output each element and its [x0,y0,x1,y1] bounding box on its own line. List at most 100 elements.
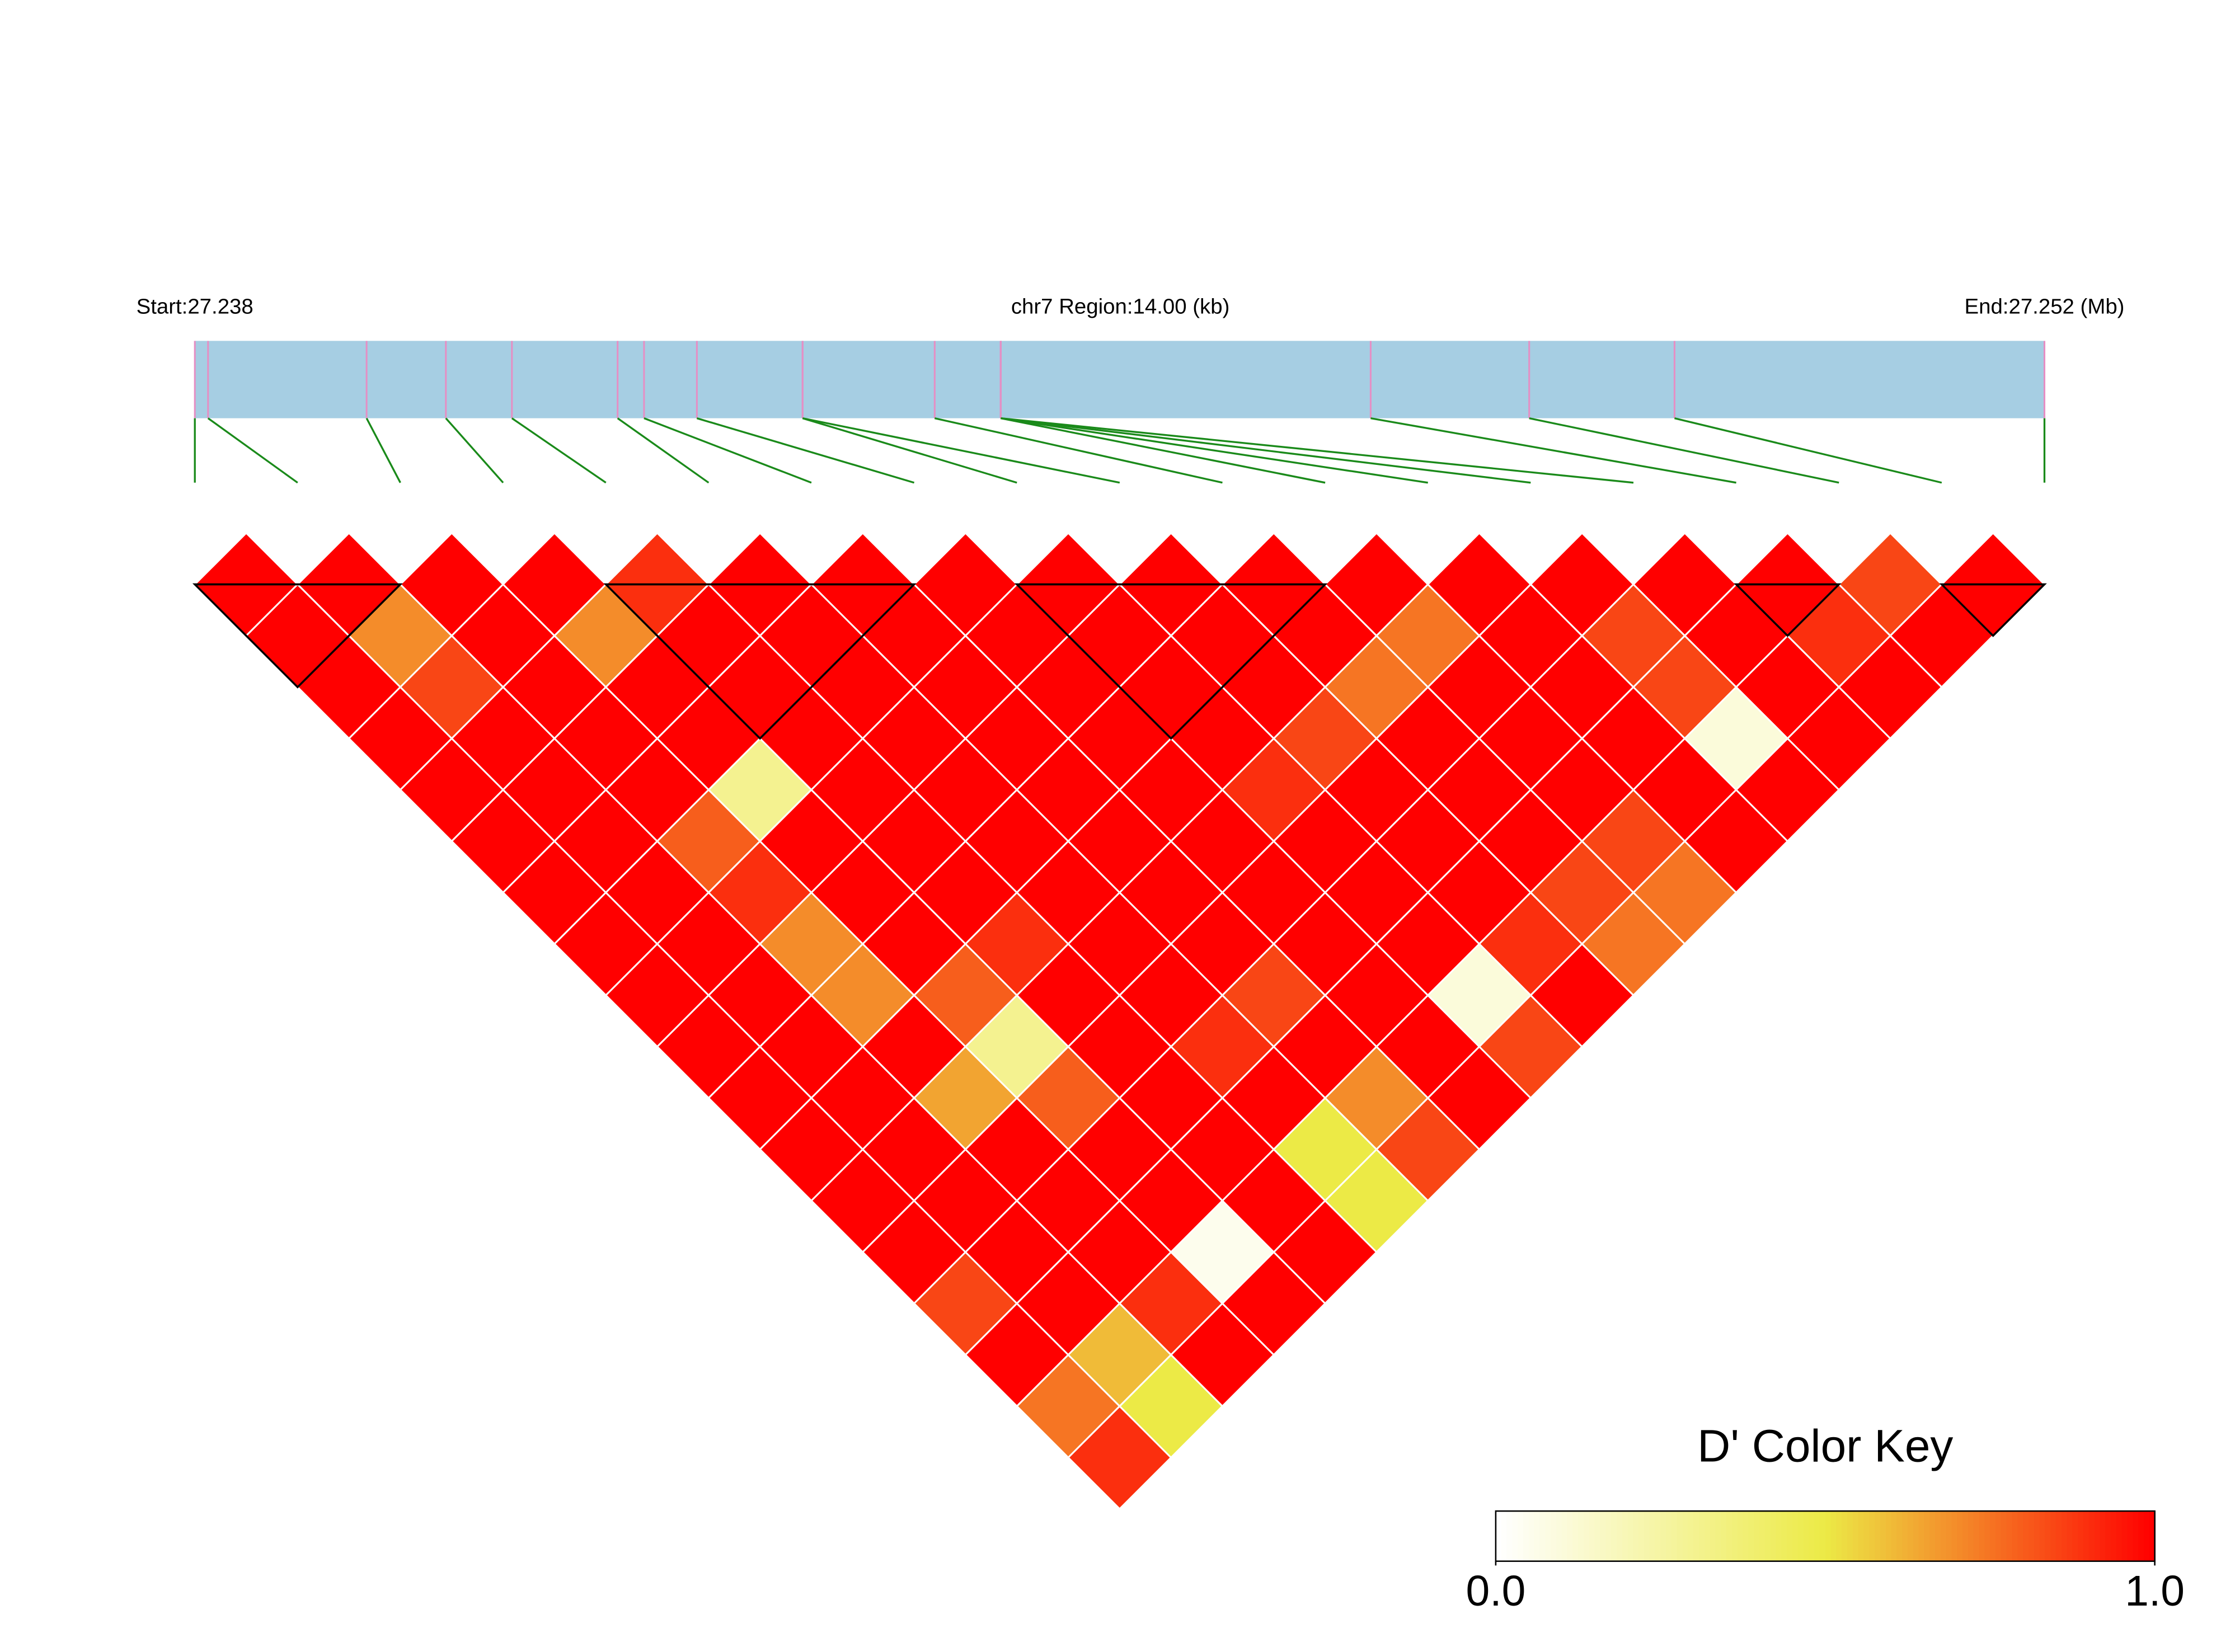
key-swatch [1556,1511,1562,1561]
key-swatch [2138,1511,2145,1561]
key-swatch [1759,1511,1766,1561]
key-swatch [1710,1511,1716,1561]
key-swatch [1995,1511,2002,1561]
key-swatch [1814,1511,1821,1561]
key-swatch [1913,1511,1919,1561]
key-swatch [1819,1511,1826,1561]
key-swatch [2045,1511,2051,1561]
key-swatch [2111,1511,2117,1561]
key-swatch [1754,1511,1760,1561]
key-tick-label: 1.0 [2125,1567,2185,1615]
key-swatch [1622,1511,1628,1561]
key-swatch [1518,1511,1524,1561]
key-swatch [2116,1511,2123,1561]
key-swatch [1512,1511,1519,1561]
key-swatch [1918,1511,1925,1561]
key-swatch [1644,1511,1650,1561]
ld-block [603,583,917,740]
snp-connector [934,417,1223,484]
key-swatch [1990,1511,1997,1561]
key-swatch [1611,1511,1618,1561]
snp-connector [802,417,1120,484]
key-swatch [1940,1511,1947,1561]
snp-connector [365,417,401,483]
region-bar [195,341,2045,418]
key-swatch [1935,1511,1942,1561]
key-swatch [1589,1511,1595,1561]
key-swatch [2088,1511,2095,1561]
key-tick-label: 0.0 [1466,1567,1526,1615]
ld-block [1939,583,2047,637]
snp-connector [1001,417,1428,484]
key-swatch [1946,1511,1952,1561]
key-swatch [1951,1511,1958,1561]
key-swatch [1506,1511,1513,1561]
key-swatch [1501,1511,1508,1561]
key-swatch [1594,1511,1601,1561]
key-swatch [2001,1511,2007,1561]
key-swatch [1737,1511,1744,1561]
key-swatch [1830,1511,1837,1561]
snp-connector [644,417,812,484]
key-swatch [1616,1511,1623,1561]
key-swatch [1957,1511,1964,1561]
key-swatch [1852,1511,1859,1561]
key-swatch [2061,1511,2068,1561]
key-swatch [1671,1511,1678,1561]
key-swatch [1572,1511,1579,1561]
key-swatch [1797,1511,1804,1561]
key-swatch [1726,1511,1733,1561]
key-swatch [1551,1511,1557,1561]
key-swatch [1968,1511,1975,1561]
key-swatch [1715,1511,1722,1561]
key-swatch [1875,1511,1881,1561]
key-swatch [1743,1511,1749,1561]
key-swatch [2039,1511,2046,1561]
key-swatch [2133,1511,2139,1561]
snp-connector [802,417,1017,484]
key-swatch [2100,1511,2106,1561]
key-swatch [1704,1511,1711,1561]
key-swatch [2050,1511,2057,1561]
key-swatch [1534,1511,1541,1561]
key-swatch [2105,1511,2112,1561]
ld-block [1014,583,1328,740]
key-frame [1495,1510,2156,1562]
key-swatch [1803,1511,1810,1561]
key-swatch [1825,1511,1832,1561]
key-swatch [2072,1511,2079,1561]
key-swatch [2149,1511,2156,1561]
key-swatch [2078,1511,2084,1561]
snp-connector [1001,417,1326,484]
key-swatch [1896,1511,1903,1561]
key-swatch [1924,1511,1931,1561]
key-swatch [1973,1511,1980,1561]
key-swatch [2067,1511,2073,1561]
key-swatch [2083,1511,2090,1561]
key-swatch [1863,1511,1870,1561]
key-swatch [1984,1511,1991,1561]
x-tick-label: Start:27.238 [137,295,253,319]
snp-connector [445,417,504,483]
key-swatch [1545,1511,1552,1561]
key-swatch [2006,1511,2013,1561]
key-swatch [1633,1511,1640,1561]
key-swatch [2143,1511,2151,1561]
key-swatch [1962,1511,1969,1561]
key-title: D' Color Key [1697,1421,1953,1472]
key-swatch [1567,1511,1574,1561]
key-swatch [1693,1511,1700,1561]
snp-connector [617,417,710,484]
key-swatch [1847,1511,1854,1561]
snp-connector [696,417,915,484]
ld-block [1734,583,1842,637]
key-swatch [1495,1511,1502,1561]
snp-connector [1001,417,1634,484]
snp-connector [511,417,607,484]
key-swatch [1660,1511,1667,1561]
key-swatch [2127,1511,2134,1561]
key-swatch [1638,1511,1645,1561]
key-swatch [1539,1511,1546,1561]
key-swatch [1792,1511,1799,1561]
